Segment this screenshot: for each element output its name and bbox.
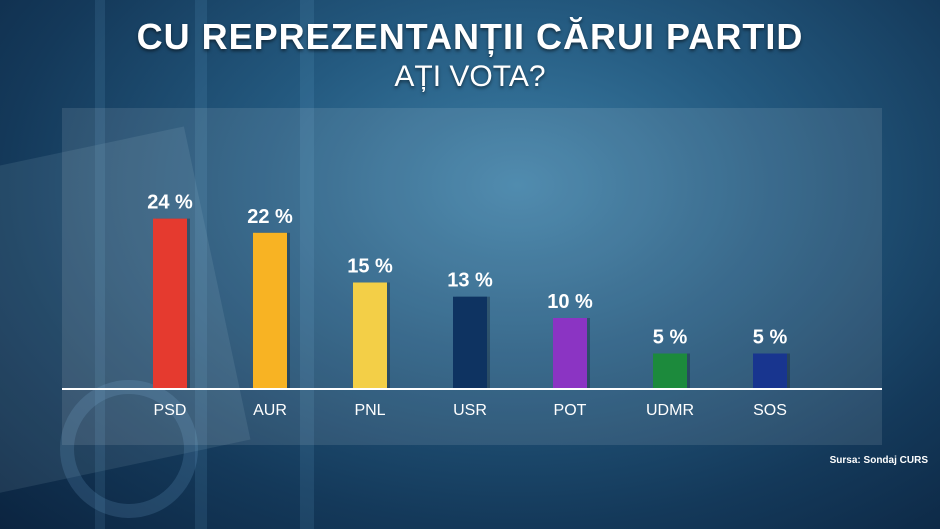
bar-usr (453, 296, 487, 389)
category-label: USR (453, 402, 487, 419)
bar-pnl (353, 282, 387, 389)
data-label: 13 % (447, 270, 493, 292)
data-label: 10 % (547, 291, 593, 313)
background-streak (195, 0, 207, 529)
bar-psd (153, 218, 187, 389)
background-streak (95, 0, 105, 529)
data-label: 5 % (753, 327, 788, 349)
data-label: 24 % (147, 192, 193, 214)
category-label: POT (554, 402, 587, 419)
category-label: AUR (253, 402, 287, 419)
category-label: UDMR (646, 402, 694, 419)
category-label: PSD (154, 402, 187, 419)
chart-title: CU REPREZENTANȚII CĂRUI PARTID (136, 16, 804, 57)
source-note: Sursa: Sondaj CURS (829, 455, 928, 466)
data-label: 5 % (653, 327, 688, 349)
background-streak (300, 0, 314, 529)
chart-subtitle: AȚI VOTA? (394, 60, 546, 93)
bar-pot (553, 318, 587, 389)
data-label: 22 % (247, 206, 293, 228)
bar-udmr (653, 353, 687, 389)
data-label: 15 % (347, 256, 393, 278)
bar-aur (253, 232, 287, 389)
bar-sos (753, 353, 787, 389)
category-label: PNL (354, 402, 385, 419)
category-label: SOS (753, 402, 787, 419)
